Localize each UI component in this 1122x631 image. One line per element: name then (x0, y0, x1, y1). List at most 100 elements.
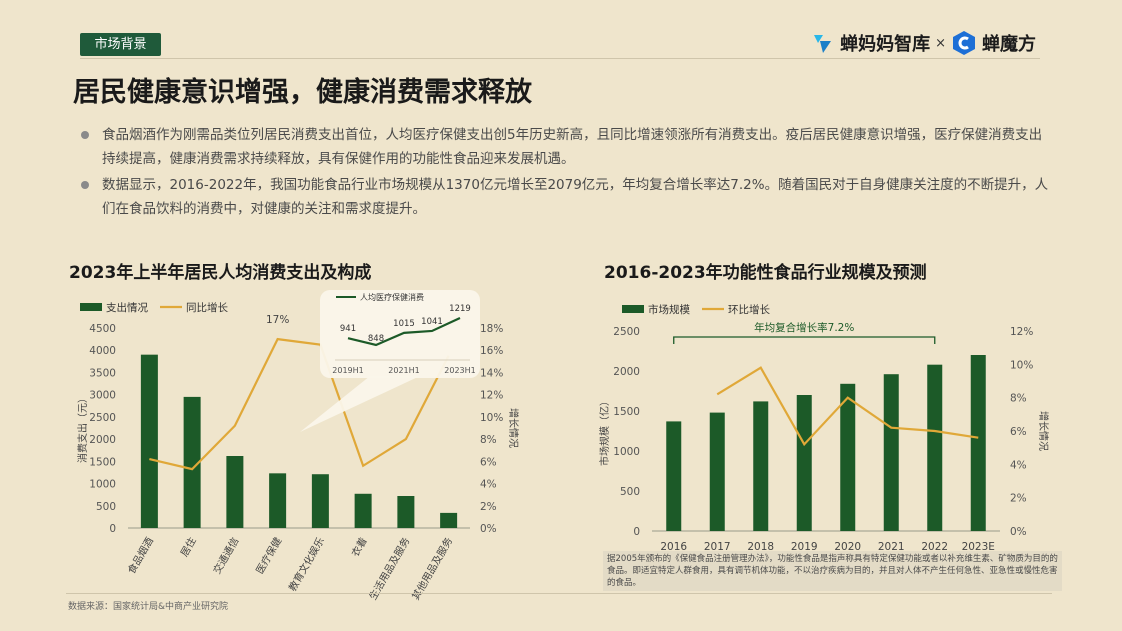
y2-tick-label: 2% (1010, 493, 1027, 505)
chanmofang-logo-icon (953, 31, 975, 55)
inset-data-label: 848 (368, 334, 384, 344)
bar (269, 473, 287, 528)
bullet-dot-icon (81, 181, 89, 189)
y2-tick-label: 6% (1010, 426, 1027, 438)
page-title: 居民健康意识增强，健康消费需求释放 (73, 77, 532, 108)
y-tick-label: 2000 (89, 434, 116, 446)
bar (666, 421, 682, 531)
x-tick-label: 2018 (747, 541, 774, 553)
y2-tick-label: 4% (480, 479, 497, 491)
inset-x-label: 2019H1 (332, 366, 363, 375)
y-tick-label: 2000 (613, 366, 640, 378)
bullet-dot-icon (81, 131, 89, 139)
inset-x-label: 2023H1 (444, 366, 475, 375)
y2-axis-title: 增长情况 (507, 408, 520, 448)
y-tick-label: 1000 (613, 446, 640, 458)
bar (970, 355, 986, 531)
inset-callout-tail (300, 376, 420, 432)
bar (840, 383, 856, 531)
bullet-item: 数据显示，2016-2022年，我国功能食品行业市场规模从1370亿元增长至20… (80, 173, 1052, 221)
y2-tick-label: 0% (1010, 526, 1027, 538)
inset-legend-label: 人均医疗保健消费 (360, 292, 424, 302)
header-divider (80, 58, 1040, 59)
footer-divider (66, 593, 1052, 594)
y2-tick-label: 12% (1010, 326, 1033, 338)
legend-bar-swatch (80, 303, 102, 311)
y2-tick-label: 8% (1010, 393, 1027, 405)
y2-tick-label: 16% (480, 345, 503, 357)
x-tick-label: 2020 (834, 541, 861, 553)
brand-logos: 蝉妈妈智库 × 蝉魔方 (811, 28, 1036, 58)
y-tick-label: 1000 (89, 479, 116, 491)
bullet-text: 食品烟酒作为刚需品类位列居民消费支出首位，人均医疗保健支出创5年历史新高，且同比… (102, 127, 1043, 167)
peak-annotation: 17% (266, 314, 289, 326)
section-tag: 市场背景 (80, 33, 161, 56)
y-tick-label: 500 (620, 486, 640, 498)
x-tick-label: 教育文化娱乐 (286, 535, 327, 593)
x-tick-label: 2019 (791, 541, 818, 553)
bar (753, 401, 769, 531)
x-tick-label: 2017 (704, 541, 731, 553)
inset-line (347, 317, 461, 347)
chart2-title: 2016-2023年功能性食品行业规模及预测 (604, 263, 927, 283)
x-tick-label: 2023E (962, 541, 995, 553)
bar (140, 354, 158, 528)
y-tick-label: 3500 (89, 367, 116, 379)
y2-tick-label: 6% (480, 456, 497, 468)
bar (883, 374, 899, 531)
bar (927, 364, 943, 531)
legend-bar-label: 支出情况 (106, 301, 148, 314)
x-tick-label: 医疗保健 (253, 535, 284, 576)
bar (226, 456, 244, 528)
y2-tick-label: 18% (480, 323, 503, 335)
inset-data-label: 1219 (449, 304, 471, 314)
definition-note: 据2005年颁布的《保健食品注册管理办法》，功能性食品是指声称具有特定保健功能或… (603, 551, 1062, 591)
y-tick-label: 1500 (613, 406, 640, 418)
x-tick-label: 2022 (921, 541, 948, 553)
y-tick-label: 3000 (89, 390, 116, 402)
inset-x-label: 2021H1 (388, 366, 419, 375)
legend-line-label: 同比增长 (186, 301, 228, 314)
x-tick-label: 衣着 (348, 535, 369, 559)
x-tick-label: 居住 (177, 535, 198, 559)
y-axis-title: 消费支出（元） (76, 393, 89, 463)
y2-tick-label: 10% (480, 412, 503, 424)
cagr-annotation: 年均复合增长率7.2% (754, 321, 854, 334)
y-tick-label: 4500 (89, 323, 116, 335)
brand-left-text: 蝉妈妈智库 (840, 34, 931, 55)
inset-data-label: 941 (340, 324, 356, 334)
cagr-bracket (673, 336, 936, 344)
y2-tick-label: 4% (1010, 459, 1027, 471)
x-tick-label: 2016 (660, 541, 687, 553)
bar (796, 395, 812, 531)
data-source: 数据来源：国家统计局&中商产业研究院 (68, 602, 229, 612)
legend-bar-swatch (622, 305, 644, 313)
bar (709, 412, 725, 531)
bullet-text: 数据显示，2016-2022年，我国功能食品行业市场规模从1370亿元增长至20… (102, 177, 1049, 217)
legend-bar-label: 市场规模 (648, 303, 690, 316)
y-tick-label: 500 (96, 501, 116, 513)
bullet-list: 食品烟酒作为刚需品类位列居民消费支出首位，人均医疗保健支出创5年历史新高，且同比… (80, 123, 1052, 223)
y2-tick-label: 12% (480, 390, 503, 402)
inset-data-label: 1041 (421, 317, 443, 327)
chanmama-logo-icon (814, 35, 832, 53)
x-tick-label: 2021 (878, 541, 905, 553)
growth-line (149, 337, 450, 471)
y2-tick-label: 2% (480, 501, 497, 513)
x-tick-label: 食品烟酒 (125, 535, 156, 576)
y2-tick-label: 14% (480, 367, 503, 379)
y2-axis-title: 增长情况 (1037, 411, 1050, 451)
bar (440, 512, 458, 528)
bar (311, 474, 329, 528)
bullet-item: 食品烟酒作为刚需品类位列居民消费支出首位，人均医疗保健支出创5年历史新高，且同比… (80, 123, 1052, 171)
bar (183, 396, 201, 528)
inset-data-label: 1015 (393, 319, 415, 329)
x-tick-label: 交通通信 (210, 535, 241, 576)
y-tick-label: 0 (633, 526, 640, 538)
y-axis-title: 市场规模（亿） (598, 396, 611, 466)
chart1-title: 2023年上半年居民人均消费支出及构成 (69, 263, 372, 283)
bar (397, 496, 415, 528)
y2-tick-label: 8% (480, 434, 497, 446)
brand-right-text: 蝉魔方 (982, 34, 1036, 55)
